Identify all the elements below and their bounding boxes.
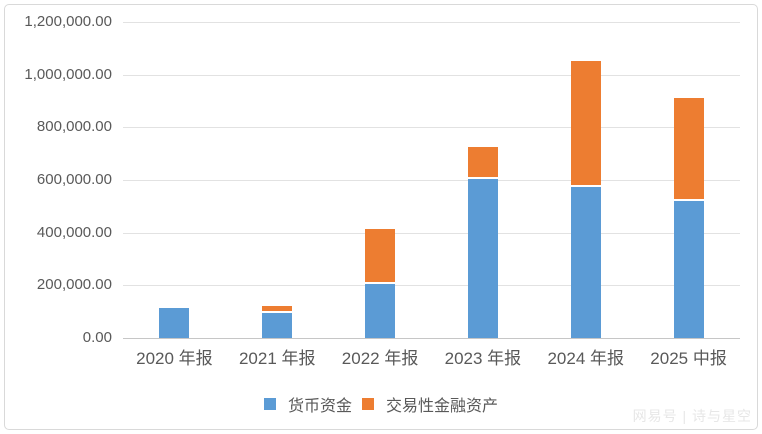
bar-segment-trading-financial-assets: [365, 228, 396, 284]
gridline: [123, 232, 740, 234]
bar-segment-trading-financial-assets: [467, 147, 498, 179]
x-axis-tick-label: 2020 年报: [136, 349, 213, 368]
y-axis-tick-label: 1,200,000.00: [24, 13, 112, 30]
legend-label: 货币资金: [287, 398, 352, 415]
y-axis-tick-label: 400,000.00: [36, 223, 112, 241]
x-axis-tick-label: 2025 中报: [650, 349, 727, 368]
legend-swatch: [263, 398, 276, 410]
gridline: [123, 180, 740, 181]
legend: 货币资金 交易性金融资产: [0, 392, 762, 416]
watermark: 网易号 | 诗与星空: [632, 408, 752, 424]
legend-item: 货币资金: [263, 392, 352, 416]
bar-segment-trading-financial-assets: [262, 305, 293, 313]
x-axis-tick-label: 2021 年报: [238, 349, 316, 368]
bar-segment-monetary-funds: [365, 284, 396, 338]
legend-item: 交易性金融资产: [362, 392, 498, 416]
x-axis-tick-label: 2022 年报: [341, 349, 419, 368]
bar-segment-monetary-funds: [467, 178, 498, 338]
bar-segment-monetary-funds: [570, 186, 601, 338]
gridline: [123, 22, 740, 23]
x-axis-tick-label: 2023 年报: [444, 349, 522, 368]
legend-swatch: [362, 398, 374, 410]
y-axis-tick-label: 0.00: [82, 329, 112, 346]
x-axis-tick-label: 2024 年报: [547, 349, 625, 368]
y-axis-tick-label: 200,000.00: [36, 276, 112, 294]
bar-segment-monetary-funds: [262, 312, 293, 338]
legend-label: 交易性金融资产: [386, 398, 499, 415]
gridline: [123, 285, 740, 287]
bar-segment-trading-financial-assets: [570, 60, 601, 187]
plot-area: [123, 22, 740, 339]
y-axis-tick-label: 800,000.00: [36, 118, 112, 136]
bar-segment-trading-financial-assets: [673, 97, 704, 202]
gridline: [123, 127, 740, 129]
bar-segment-monetary-funds: [159, 307, 190, 338]
bar-segment-monetary-funds: [673, 201, 704, 338]
y-axis-tick-label: 600,000.00: [36, 171, 112, 188]
gridline: [123, 74, 740, 76]
y-axis-tick-label: 1,000,000.00: [24, 65, 112, 83]
